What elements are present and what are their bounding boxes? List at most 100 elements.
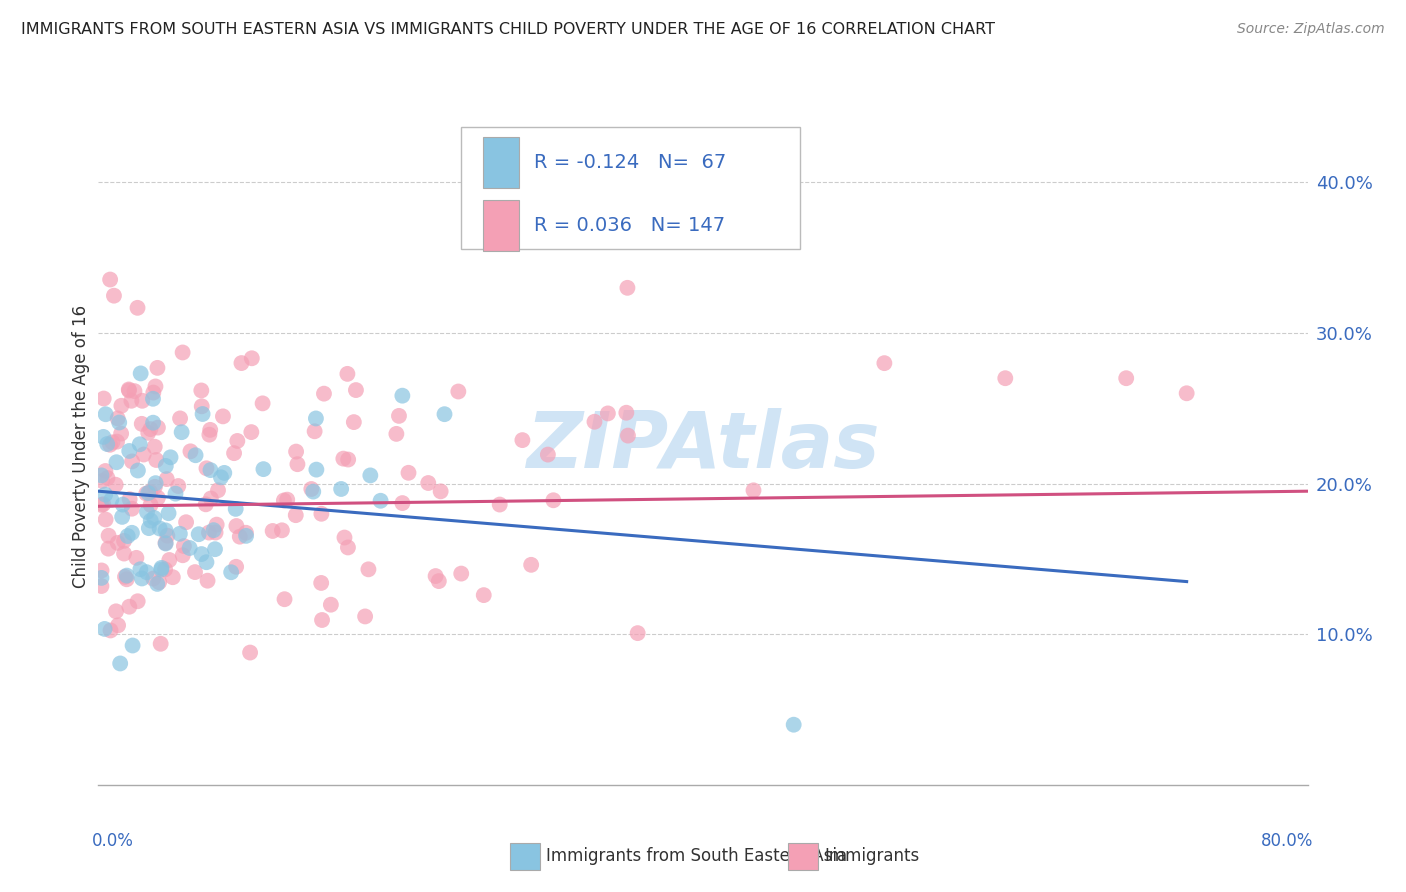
Point (783, 717, 806, 731)
Point (100, 624, 122, 638)
Point (174, 515, 197, 529)
Point (198, 427, 221, 442)
Point (219, 566, 242, 580)
Point (583, 415, 606, 429)
Point (370, 493, 392, 508)
Point (287, 457, 309, 471)
Point (98, 438, 121, 452)
Point (118, 492, 141, 507)
Point (157, 553, 180, 567)
Point (98, 272, 121, 286)
Point (195, 461, 218, 475)
Point (139, 485, 162, 500)
Point (190, 547, 212, 561)
Point (93, 392, 115, 406)
Point (124, 384, 146, 398)
Point (225, 501, 247, 516)
Point (110, 426, 132, 441)
Point (143, 511, 166, 525)
Point (90, 571, 112, 585)
FancyBboxPatch shape (787, 843, 818, 870)
Point (139, 422, 162, 436)
Point (142, 385, 165, 400)
Point (179, 444, 201, 458)
Point (157, 506, 180, 520)
Point (146, 491, 169, 505)
Point (131, 571, 153, 585)
Point (187, 527, 209, 541)
Point (204, 542, 226, 557)
Point (222, 446, 245, 460)
Point (273, 592, 295, 607)
Point (172, 548, 194, 562)
Point (225, 559, 247, 574)
Point (190, 400, 212, 414)
Point (344, 383, 367, 397)
Point (145, 476, 167, 491)
Point (94, 512, 117, 526)
Point (425, 569, 447, 583)
Point (239, 646, 262, 660)
Point (200, 463, 222, 477)
Point (252, 396, 274, 410)
Text: Immigrants from South Eastern Asia: Immigrants from South Eastern Asia (546, 847, 846, 865)
Text: Source: ZipAtlas.com: Source: ZipAtlas.com (1237, 22, 1385, 37)
Point (93, 622, 115, 636)
Point (391, 389, 413, 403)
Point (309, 576, 332, 591)
Point (118, 383, 141, 397)
Point (200, 491, 222, 506)
Point (184, 448, 207, 462)
Point (299, 482, 322, 496)
Point (742, 483, 765, 498)
Point (136, 505, 159, 519)
Point (235, 525, 257, 540)
Point (136, 425, 159, 440)
Point (169, 526, 191, 541)
Point (204, 525, 226, 540)
Point (121, 501, 143, 516)
Point (197, 574, 219, 588)
Point (304, 424, 326, 438)
Point (148, 575, 170, 590)
Point (125, 550, 148, 565)
Point (143, 480, 166, 494)
Point (429, 484, 451, 499)
Point (229, 530, 252, 544)
Point (305, 411, 328, 425)
Text: IMMIGRANTS FROM SOUTH EASTERN ASIA VS IMMIGRANTS CHILD POVERTY UNDER THE AGE OF : IMMIGRANTS FROM SOUTH EASTERN ASIA VS IM… (21, 22, 995, 37)
Point (96, 471, 118, 485)
Point (142, 572, 165, 586)
Point (114, 570, 136, 584)
Point (271, 524, 294, 538)
Point (136, 486, 159, 500)
Point (614, 406, 637, 420)
Point (285, 444, 308, 458)
Point (138, 521, 160, 535)
Point (388, 409, 411, 423)
Point (135, 486, 157, 500)
Point (190, 384, 212, 398)
Point (145, 453, 167, 467)
Point (118, 444, 141, 458)
Point (94, 464, 117, 478)
Point (354, 609, 377, 624)
Point (91, 474, 114, 488)
Point (398, 466, 420, 480)
Point (433, 407, 456, 421)
Point (105, 455, 128, 469)
Point (333, 531, 356, 545)
Point (145, 379, 167, 393)
Point (226, 434, 249, 448)
Point (121, 525, 143, 540)
Text: 80.0%: 80.0% (1261, 832, 1313, 850)
Point (312, 386, 335, 401)
Point (131, 393, 153, 408)
Text: ZIPAtlas: ZIPAtlas (526, 408, 880, 484)
Point (121, 639, 143, 653)
Point (149, 521, 172, 535)
Point (212, 409, 235, 424)
Point (252, 462, 274, 476)
Point (96, 437, 118, 451)
Point (117, 529, 139, 543)
